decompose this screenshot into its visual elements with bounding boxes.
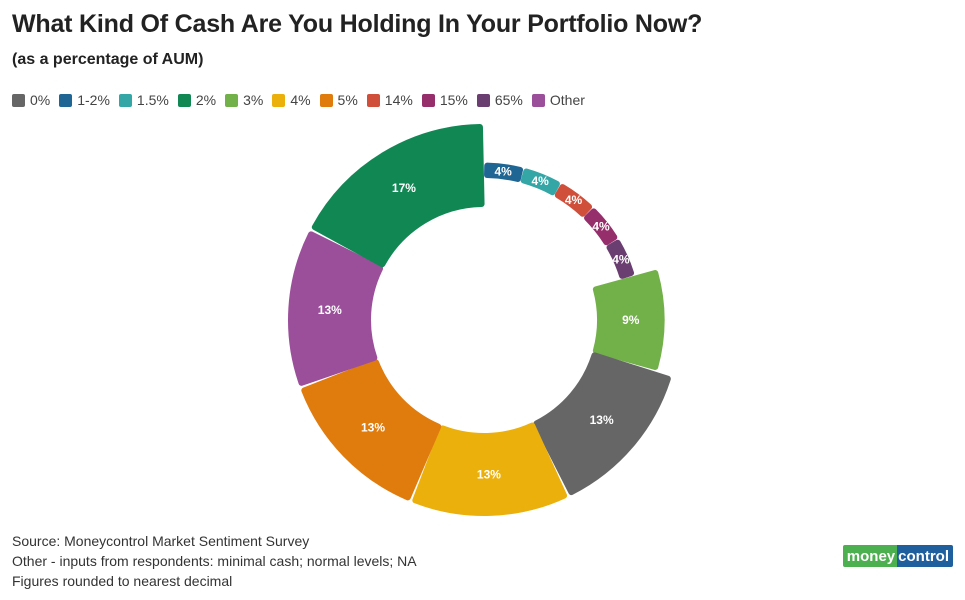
slice-label: 13%	[318, 303, 342, 317]
legend-item: 0%	[12, 92, 50, 108]
legend-label: 4%	[290, 92, 311, 108]
slice-label: 4%	[494, 165, 512, 179]
source-note: Source: Moneycontrol Market Sentiment Su…	[12, 533, 310, 549]
brand-logo-part1: money	[842, 545, 898, 567]
legend-label: 14%	[384, 92, 413, 108]
legend-swatch	[366, 93, 380, 107]
donut-slice-3-	[592, 270, 665, 370]
legend-swatch	[531, 93, 545, 107]
legend-label: 3%	[243, 92, 264, 108]
slice-label: 13%	[477, 467, 501, 481]
donut-slice-4-	[412, 422, 568, 516]
legend-swatch	[118, 93, 132, 107]
legend-label: 15%	[439, 92, 468, 108]
donut-slice-0-	[533, 352, 671, 496]
donut-slice-other	[288, 231, 384, 386]
slice-label: 17%	[392, 181, 416, 195]
legend-item: 3%	[225, 92, 263, 108]
brand-logo: money control	[842, 545, 953, 567]
legend-label: 2%	[195, 92, 217, 108]
slice-label: 4%	[565, 193, 583, 207]
slice-label: 4%	[592, 220, 610, 234]
legend-swatch	[272, 93, 286, 107]
slice-label: 4%	[532, 174, 550, 188]
slice-label: 4%	[612, 252, 630, 266]
legend-label: Other	[549, 92, 585, 108]
donut-slice-14-	[554, 184, 593, 217]
legend-swatch	[59, 93, 73, 107]
donut-slice-65-	[606, 239, 635, 279]
legend-item: 1.5%	[118, 92, 169, 108]
legend-item: Other	[531, 92, 585, 108]
legend-swatch	[421, 93, 435, 107]
chart-subtitle: (as a percentage of AUM)	[12, 51, 204, 68]
legend-swatch	[319, 93, 333, 107]
legend-item: 65%	[476, 92, 523, 108]
legend-item: 4%	[272, 92, 311, 108]
rounding-note: Figures rounded to nearest decimal	[12, 573, 233, 589]
footnotes: Source: Moneycontrol Market Sentiment Su…	[12, 531, 417, 591]
legend-swatch	[12, 93, 25, 107]
donut-slice-1-2-	[484, 162, 524, 183]
donut-slice-15-	[584, 208, 618, 246]
chart-legend: 0% 1-2% 1.5% 2% 3% 4% 5% 14% 15% 65% Other	[12, 92, 594, 108]
slice-label: 13%	[361, 420, 385, 434]
donut-slice-1-5-	[520, 168, 560, 196]
donut-slice-2-	[311, 124, 485, 268]
legend-item: 14%	[366, 92, 413, 108]
legend-label: 65%	[494, 92, 523, 108]
legend-swatch	[225, 93, 239, 107]
legend-item: 1-2%	[59, 92, 110, 108]
legend-item: 5%	[319, 92, 358, 108]
legend-item: 2%	[177, 92, 217, 108]
legend-label: 1.5%	[136, 92, 169, 108]
legend-swatch	[177, 93, 191, 107]
legend-item: 15%	[421, 92, 468, 108]
chart-title: What Kind Of Cash Are You Holding In You…	[12, 10, 703, 38]
legend-label: 5%	[337, 92, 358, 108]
other-note: Other - inputs from respondents: minimal…	[12, 553, 417, 569]
legend-swatch	[476, 93, 490, 107]
legend-label: 1-2%	[77, 92, 110, 108]
legend-label: 0%	[30, 92, 51, 108]
donut-slice-5-	[301, 359, 442, 501]
slice-label: 13%	[590, 413, 614, 427]
brand-logo-part2: control	[897, 545, 953, 567]
slice-label: 9%	[622, 313, 640, 327]
